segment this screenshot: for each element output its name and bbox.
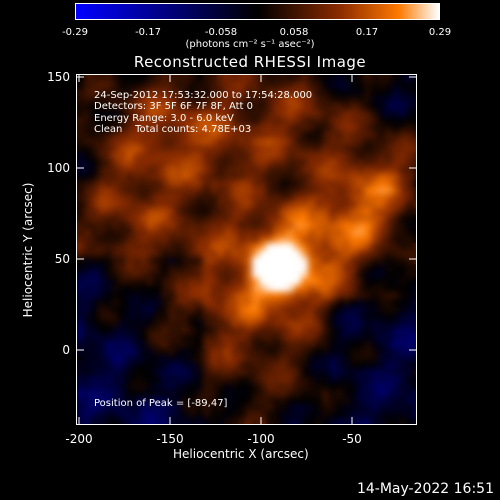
y-tick-label: 100 <box>47 161 70 175</box>
rhessi-image <box>77 75 416 424</box>
x-tick-label: -200 <box>65 432 93 446</box>
footer-datestamp: 14-May-2022 16:51 <box>356 481 494 497</box>
y-tick-label: 0 <box>62 343 70 357</box>
peak-position-label: Position of Peak = [-89,47] <box>94 398 228 409</box>
colorbar-tick: -0.29 <box>62 27 88 38</box>
x-axis-label: Heliocentric X (arcsec) <box>173 447 309 461</box>
y-tick-label: 150 <box>47 70 70 84</box>
info-detectors: Detectors: 3F 5F 6F 7F 8F, Att 0 <box>94 101 254 112</box>
y-axis-label: Heliocentric Y (arcsec) <box>21 182 35 318</box>
image-title: Reconstructed RHESSI Image <box>133 53 367 71</box>
info-time-range: 24-Sep-2012 17:53:32.000 to 17:54:28.000 <box>94 90 313 101</box>
colorbar-tick: -0.058 <box>204 27 238 38</box>
y-tick-label: 50 <box>54 252 70 266</box>
x-tick-label: -50 <box>342 432 362 446</box>
colorbar-tick: 0.29 <box>428 27 452 38</box>
colorbar-tick: 0.058 <box>279 27 309 38</box>
image-plot-area: 24-Sep-2012 17:53:32.000 to 17:54:28.000… <box>76 74 417 425</box>
x-tick-label: -100 <box>247 432 275 446</box>
info-total-counts: Clean Total counts: 4.78E+03 <box>94 124 252 135</box>
colorbar-unit-label: (photons cm⁻² s⁻¹ asec⁻²) <box>185 39 315 50</box>
info-energy-range: Energy Range: 3.0 - 6.0 keV <box>94 113 234 124</box>
colorbar-tick: -0.17 <box>135 27 161 38</box>
colorbar <box>75 3 440 20</box>
x-tick-label: -150 <box>156 432 184 446</box>
colorbar-tick: 0.17 <box>355 27 379 38</box>
